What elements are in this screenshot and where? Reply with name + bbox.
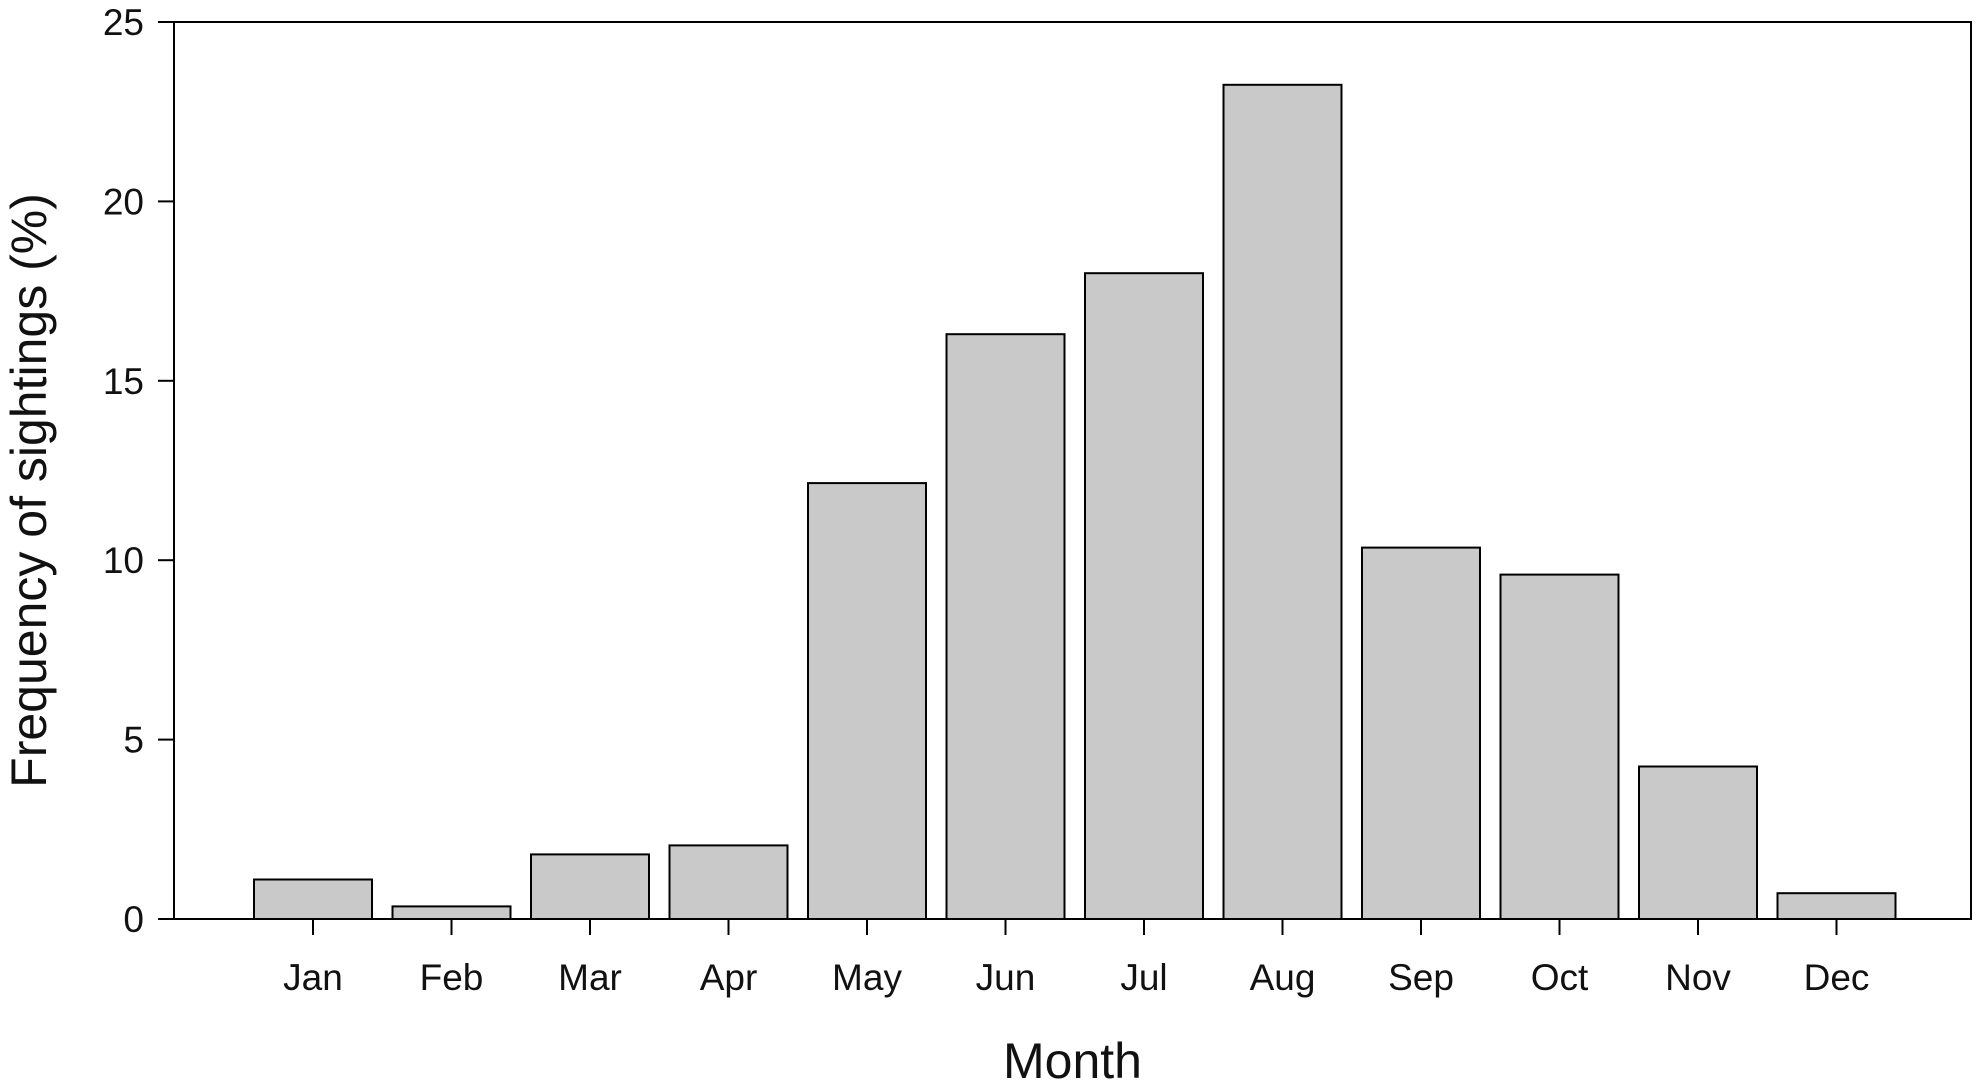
y-axis-title: Frequency of sightings (%) <box>1 193 57 788</box>
bar-jul <box>1084 272 1204 920</box>
bar-feb <box>391 905 512 921</box>
x-tick-label-dec: Dec <box>1804 957 1870 998</box>
y-tick-label: 15 <box>103 361 144 402</box>
x-tick-label-mar: Mar <box>558 957 622 998</box>
bar-oct <box>1499 573 1620 920</box>
x-tick-label-nov: Nov <box>1665 957 1731 998</box>
bar-nov <box>1638 765 1758 920</box>
x-tick-label-jun: Jun <box>976 957 1036 998</box>
bar-apr <box>668 844 789 921</box>
x-tick-label-oct: Oct <box>1531 957 1589 998</box>
x-tick-label-apr: Apr <box>700 957 758 998</box>
bar-aug <box>1222 83 1343 921</box>
bar-jun <box>945 333 1066 920</box>
x-tick-label-sep: Sep <box>1388 957 1454 998</box>
x-tick-label-feb: Feb <box>420 957 484 998</box>
bar-may <box>807 482 927 920</box>
y-tick-label: 10 <box>103 540 144 581</box>
x-tick-label-jan: Jan <box>283 957 343 998</box>
y-axis-ticks: 0 5 10 15 20 25 <box>103 2 174 940</box>
bar-jan <box>253 878 373 920</box>
bar-sep <box>1361 546 1481 920</box>
x-tick-label-aug: Aug <box>1250 957 1316 998</box>
x-tick-label-may: May <box>832 957 902 998</box>
plot-frame <box>173 21 1972 920</box>
y-tick-label: 25 <box>103 2 144 43</box>
bar-mar <box>530 853 650 921</box>
y-tick-label: 0 <box>123 899 144 940</box>
y-tick-label: 20 <box>103 181 144 222</box>
bar-dec <box>1776 892 1897 921</box>
x-axis-title: Month <box>1003 1033 1142 1086</box>
y-tick-label: 5 <box>123 720 144 761</box>
x-tick-label-jul: Jul <box>1120 957 1167 998</box>
bars-layer <box>253 83 1897 921</box>
x-axis-ticks: Jan Feb Mar Apr May Jun Jul Aug Sep Oct Nov Dec <box>283 919 1869 998</box>
